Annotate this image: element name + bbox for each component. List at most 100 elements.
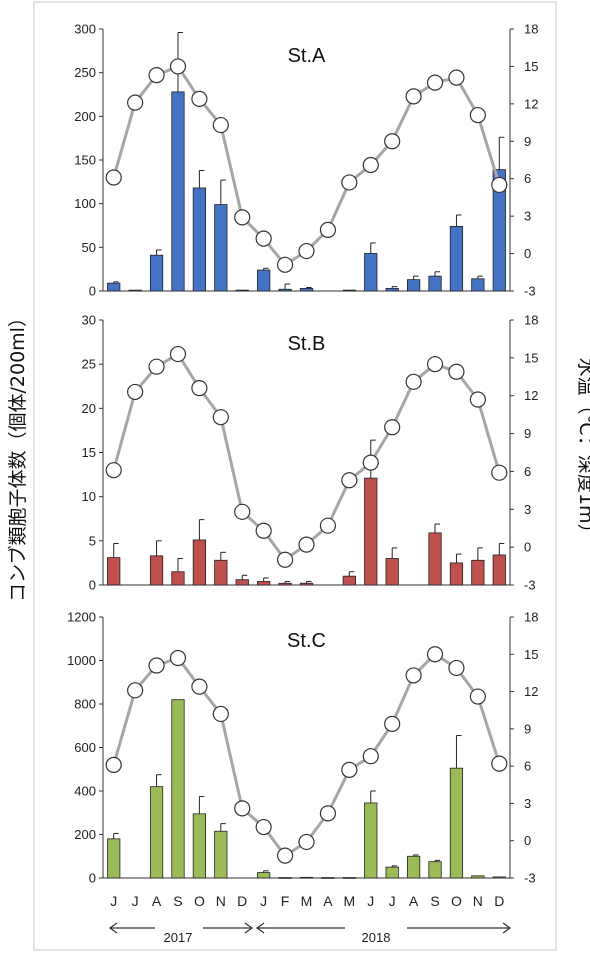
temperature-point (127, 383, 144, 401)
right-tick-label: 3 (524, 209, 531, 224)
month-label: S (173, 893, 182, 909)
right-tick-label: -3 (524, 578, 536, 593)
right-axis-title: 水温（℃：深度1m） (575, 358, 590, 543)
temperature-point (341, 174, 358, 191)
right-tick-label: 15 (524, 59, 538, 74)
month-label: A (409, 893, 419, 909)
bar (235, 289, 249, 292)
bar (235, 579, 249, 586)
temperature-point (469, 106, 486, 124)
bar (299, 287, 314, 292)
right-tick-label: 12 (524, 684, 538, 699)
temperature-point (319, 805, 337, 822)
left-tick-label: 30 (82, 313, 96, 328)
temperature-point (448, 69, 465, 86)
right-tick-label: 9 (524, 134, 531, 149)
temperature-point (384, 419, 401, 436)
bar (449, 767, 464, 879)
bar (171, 91, 185, 292)
bar (257, 581, 271, 586)
figure-frame (33, 1, 557, 951)
left-tick-label: 1200 (67, 610, 96, 625)
temperature-point (405, 667, 422, 684)
temperature-point (426, 356, 444, 373)
temperature-point (384, 715, 401, 732)
temperature-point (426, 646, 444, 663)
bar (278, 288, 292, 292)
month-label: M (301, 893, 313, 909)
month-label: N (216, 893, 226, 909)
temperature-point (169, 58, 187, 75)
left-axis-title: コンブ類胞子体数（個体/200ml） (6, 308, 29, 602)
temperature-point (448, 659, 465, 677)
temperature-point (469, 391, 486, 408)
right-tick-label: 6 (524, 759, 531, 774)
right-tick-label: 6 (524, 171, 531, 186)
temperature-point (298, 536, 315, 553)
temperature-point (319, 221, 337, 238)
temperature-point (234, 800, 251, 817)
panels: 050100150200250300-30369121518St.A051015… (67, 22, 538, 886)
temperature-point (298, 242, 315, 260)
temperature-point (169, 345, 187, 363)
month-label: J (389, 893, 396, 909)
month-label: O (194, 893, 205, 909)
month-label: D (494, 893, 504, 909)
left-tick-label: 0 (89, 871, 96, 886)
bar (385, 866, 399, 879)
month-label: D (237, 893, 247, 909)
bar (406, 279, 421, 292)
temperature-point (255, 230, 272, 247)
bar (278, 582, 292, 586)
right-tick-label: 6 (524, 464, 531, 479)
bar (385, 287, 399, 292)
month-label: S (430, 893, 439, 909)
left-tick-label: 250 (74, 65, 96, 80)
month-label: O (451, 893, 462, 909)
left-tick-label: 100 (74, 196, 96, 211)
bar (257, 872, 271, 879)
bar (321, 877, 335, 879)
temperature-point (212, 116, 229, 134)
temperature-point (191, 380, 208, 397)
month-label: N (473, 893, 483, 909)
bar (214, 830, 228, 879)
bar (149, 254, 164, 292)
panel-title: St.A (288, 45, 326, 67)
left-tick-label: 5 (89, 533, 96, 548)
temperature-point (234, 503, 251, 520)
temperature-point (491, 176, 508, 194)
temperature-point (105, 169, 122, 186)
temperature-point (362, 156, 379, 174)
temperature-point (341, 761, 358, 778)
right-tick-label: 18 (524, 22, 538, 37)
temperature-point (405, 373, 422, 390)
temperature-point (148, 657, 165, 674)
right-tick-label: 12 (524, 96, 538, 111)
bar (364, 253, 378, 292)
bar (192, 813, 207, 879)
right-tick-label: -3 (524, 871, 536, 886)
temperature-point (148, 67, 165, 84)
right-tick-label: 12 (524, 388, 538, 403)
temperature-point (191, 90, 208, 107)
bar (406, 855, 421, 879)
left-tick-label: 20 (82, 401, 96, 416)
temperature-point (148, 358, 165, 375)
temperature-point (255, 818, 272, 836)
right-tick-label: 0 (524, 246, 531, 261)
bar (471, 875, 485, 879)
bar (214, 204, 228, 292)
temperature-point (491, 464, 508, 481)
left-tick-label: 300 (74, 22, 96, 37)
bar (149, 555, 164, 586)
month-label: J (132, 893, 139, 909)
temperature-point (255, 522, 272, 539)
bar (364, 477, 378, 586)
bar (342, 877, 356, 879)
temperature-point (384, 133, 401, 150)
temperature-point (127, 682, 144, 699)
month-label: F (281, 893, 290, 909)
right-tick-label: 0 (524, 540, 531, 555)
